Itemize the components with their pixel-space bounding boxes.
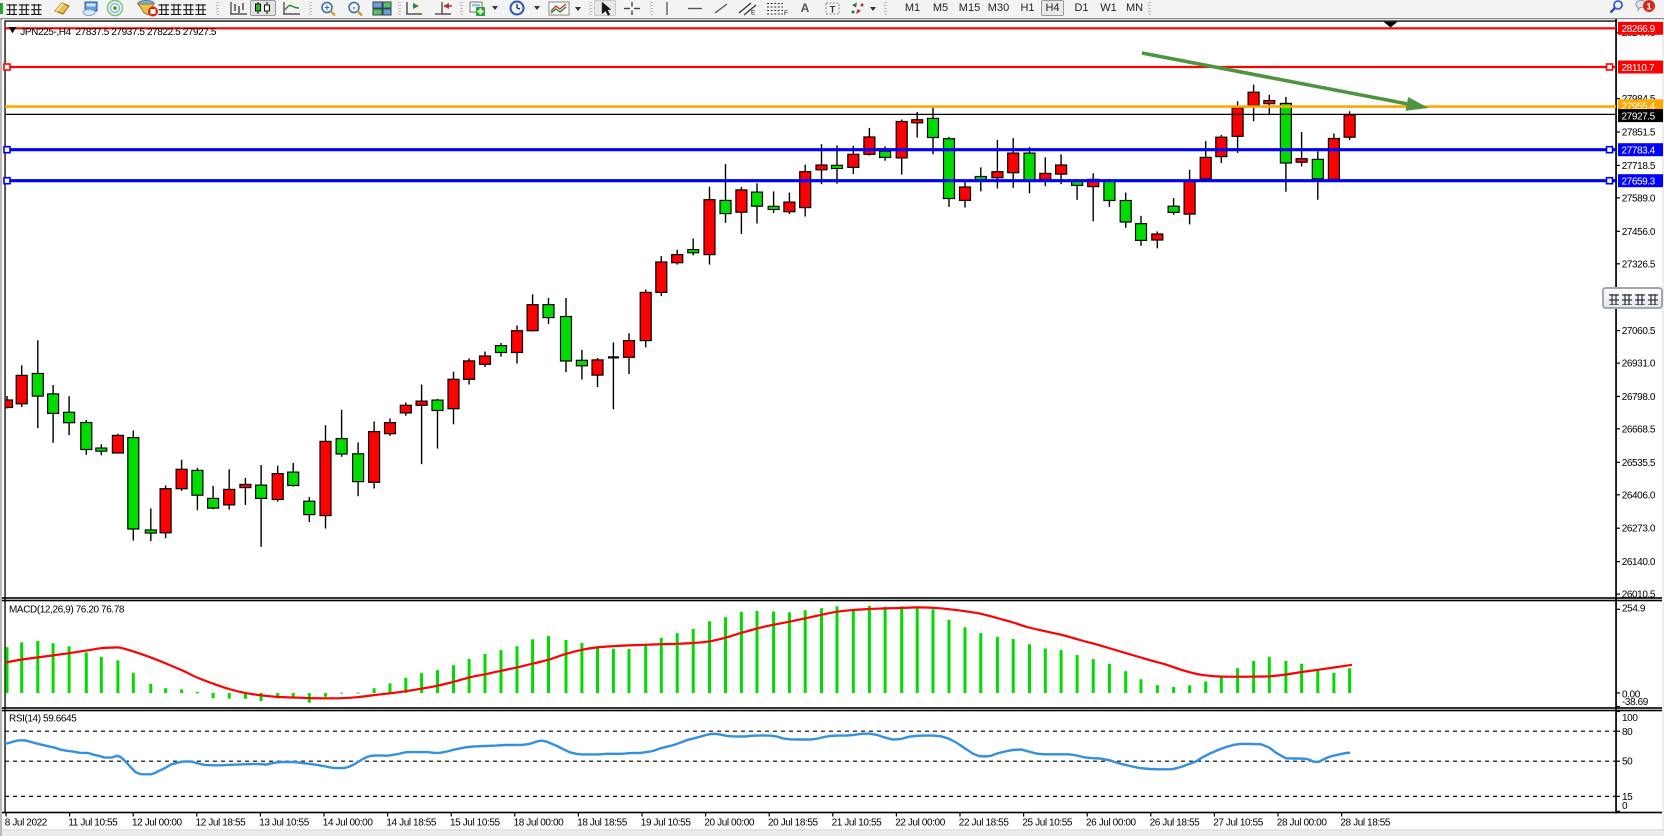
svg-text:RSI(14) 59.6645: RSI(14) 59.6645 bbox=[9, 714, 77, 725]
svg-text:12 Jul 18:55: 12 Jul 18:55 bbox=[196, 817, 247, 828]
svg-text:18 Jul 18:55: 18 Jul 18:55 bbox=[577, 817, 628, 828]
svg-text:27326.5: 27326.5 bbox=[1622, 259, 1656, 270]
svg-text:-: - bbox=[353, 3, 356, 13]
svg-text:26140.0: 26140.0 bbox=[1622, 557, 1656, 568]
svg-text:14 Jul 00:00: 14 Jul 00:00 bbox=[323, 817, 374, 828]
svg-text:27783.4: 27783.4 bbox=[1622, 146, 1656, 157]
svg-text:28 Jul 18:55: 28 Jul 18:55 bbox=[1340, 817, 1391, 828]
svg-text:27589.0: 27589.0 bbox=[1622, 193, 1656, 204]
svg-text:26535.5: 26535.5 bbox=[1622, 458, 1656, 469]
svg-text:27456.0: 27456.0 bbox=[1622, 227, 1656, 238]
svg-text:21 Jul 10:55: 21 Jul 10:55 bbox=[832, 817, 883, 828]
svg-text:27927.5: 27927.5 bbox=[1622, 111, 1656, 122]
svg-text:0: 0 bbox=[1622, 801, 1628, 812]
svg-text:22 Jul 00:00: 22 Jul 00:00 bbox=[895, 817, 946, 828]
svg-text:26 Jul 18:55: 26 Jul 18:55 bbox=[1150, 817, 1201, 828]
svg-text:27851.5: 27851.5 bbox=[1622, 128, 1656, 139]
svg-text:13 Jul 10:55: 13 Jul 10:55 bbox=[259, 817, 310, 828]
svg-text:26798.0: 26798.0 bbox=[1622, 392, 1656, 403]
svg-text:25 Jul 10:55: 25 Jul 10:55 bbox=[1022, 817, 1073, 828]
svg-text:27718.5: 27718.5 bbox=[1622, 161, 1656, 172]
svg-text:28266.9: 28266.9 bbox=[1622, 24, 1656, 35]
svg-text:22 Jul 18:55: 22 Jul 18:55 bbox=[959, 817, 1010, 828]
svg-text:8 Jul 2022: 8 Jul 2022 bbox=[5, 817, 48, 828]
svg-text:18 Jul 00:00: 18 Jul 00:00 bbox=[514, 817, 565, 828]
svg-text:-38.69: -38.69 bbox=[1622, 697, 1649, 708]
svg-text:26406.0: 26406.0 bbox=[1622, 490, 1656, 501]
svg-text:MACD(12,26,9) 76.20 76.78: MACD(12,26,9) 76.20 76.78 bbox=[9, 604, 125, 615]
svg-text:26668.5: 26668.5 bbox=[1622, 424, 1656, 435]
svg-text:1: 1 bbox=[1646, 2, 1652, 13]
svg-text:12 Jul 00:00: 12 Jul 00:00 bbox=[132, 817, 183, 828]
svg-text:20 Jul 18:55: 20 Jul 18:55 bbox=[768, 817, 819, 828]
svg-text:11 Jul 10:55: 11 Jul 10:55 bbox=[68, 817, 118, 828]
svg-text:15 Jul 10:55: 15 Jul 10:55 bbox=[450, 817, 501, 828]
svg-text:27659.3: 27659.3 bbox=[1622, 177, 1656, 188]
svg-text:26010.5: 26010.5 bbox=[1622, 590, 1656, 601]
svg-text:F: F bbox=[784, 10, 788, 16]
svg-text:26273.0: 26273.0 bbox=[1622, 524, 1656, 535]
svg-text:50: 50 bbox=[1622, 757, 1633, 768]
svg-text:+: + bbox=[324, 3, 329, 13]
svg-text:80: 80 bbox=[1622, 727, 1633, 738]
svg-text:26931.0: 26931.0 bbox=[1622, 359, 1656, 370]
svg-text:0.00: 0.00 bbox=[1622, 689, 1641, 700]
svg-text:26 Jul 00:00: 26 Jul 00:00 bbox=[1086, 817, 1137, 828]
svg-text:E: E bbox=[751, 10, 756, 17]
svg-text:14 Jul 18:55: 14 Jul 18:55 bbox=[386, 817, 437, 828]
svg-text:28110.7: 28110.7 bbox=[1622, 63, 1655, 74]
svg-text:27955.4: 27955.4 bbox=[1622, 102, 1656, 113]
svg-text:T: T bbox=[830, 5, 836, 15]
svg-text:19 Jul 10:55: 19 Jul 10:55 bbox=[641, 817, 692, 828]
svg-text:254.9: 254.9 bbox=[1622, 604, 1646, 615]
svg-text:20 Jul 00:00: 20 Jul 00:00 bbox=[704, 817, 755, 828]
svg-text:15: 15 bbox=[1622, 792, 1633, 803]
svg-text:100: 100 bbox=[1622, 713, 1638, 724]
svg-text:JPN225-,H4 27837.5 27937.5 27: JPN225-,H4 27837.5 27937.5 27822.5 27927… bbox=[20, 27, 217, 38]
svg-text:27 Jul 10:55: 27 Jul 10:55 bbox=[1213, 817, 1264, 828]
svg-text:28 Jul 00:00: 28 Jul 00:00 bbox=[1277, 817, 1328, 828]
svg-text:27060.5: 27060.5 bbox=[1622, 326, 1656, 337]
